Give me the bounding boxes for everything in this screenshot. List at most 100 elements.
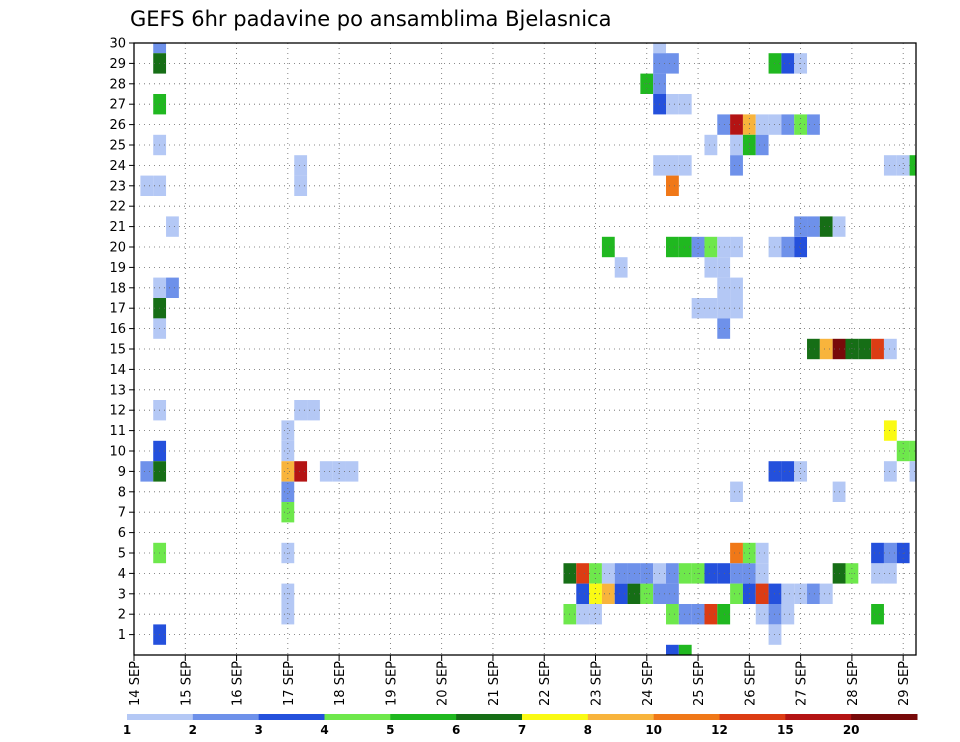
y-tick-label: 12: [109, 404, 126, 419]
precip-cell: [678, 155, 692, 176]
precip-cell: [755, 604, 769, 625]
colorbar-label: 7: [518, 723, 526, 737]
colorbar-label: 1: [123, 723, 131, 737]
precip-cell: [807, 583, 820, 604]
y-tick-label: 18: [109, 281, 126, 296]
x-tick-label: 29 SEP: [897, 661, 912, 706]
y-tick-label: 17: [109, 302, 126, 317]
precip-cell: [781, 583, 795, 604]
precip-cell: [704, 604, 718, 625]
precip-cell: [717, 277, 731, 298]
precip-cell: [871, 542, 884, 564]
precip-cell: [166, 277, 179, 298]
precip-cell: [755, 583, 769, 604]
colorbar-label: 8: [584, 723, 592, 737]
precip-cell: [883, 542, 897, 564]
y-tick-label: 4: [118, 567, 126, 582]
precip-cell: [678, 644, 692, 655]
precip-cell: [678, 94, 692, 115]
colorbar-swatch: [587, 714, 655, 720]
precip-cell: [819, 583, 833, 604]
precip-cell: [730, 481, 743, 502]
precip-cell: [678, 563, 692, 584]
precip-cell: [819, 338, 833, 360]
precip-cell: [781, 604, 795, 625]
y-tick-label: 21: [109, 220, 126, 235]
x-tick-label: 19 SEP: [384, 661, 399, 706]
x-tick-label: 16 SEP: [231, 661, 246, 706]
precip-cell: [294, 400, 308, 421]
precip-cell: [614, 257, 628, 278]
y-tick-label: 22: [109, 200, 126, 215]
precip-cell: [281, 440, 295, 462]
x-tick-label: 24 SEP: [641, 661, 656, 706]
precip-cell: [666, 604, 679, 625]
y-tick-label: 19: [109, 261, 126, 276]
y-tick-label: 30: [109, 37, 126, 52]
precip-cell: [307, 400, 320, 421]
precip-cell: [281, 604, 295, 625]
precip-cell: [666, 563, 679, 584]
y-tick-label: 16: [109, 322, 126, 337]
precip-cell: [678, 604, 692, 625]
y-tick-label: 28: [109, 77, 126, 92]
precip-cell: [691, 604, 705, 625]
precip-cell: [871, 604, 884, 625]
precip-cell: [704, 236, 718, 258]
precip-cell: [871, 338, 884, 360]
precip-cell: [883, 563, 897, 584]
precip-cell: [704, 563, 718, 584]
precip-cell: [807, 114, 820, 135]
precip-cell: [730, 563, 743, 584]
precip-cell: [627, 583, 641, 604]
precip-cell: [717, 236, 731, 258]
colorbar-swatch: [456, 714, 523, 720]
precip-cell: [281, 502, 295, 523]
precip-cell: [614, 583, 628, 604]
precip-cell: [589, 604, 602, 625]
precip-cell: [666, 155, 679, 176]
precip-cell: [576, 604, 590, 625]
precip-cell: [666, 644, 679, 655]
x-tick-label: 14 SEP: [128, 661, 143, 706]
precip-cell: [678, 236, 692, 258]
precip-cell: [730, 277, 743, 298]
y-tick-label: 2: [118, 608, 126, 623]
colorbar-swatch: [390, 714, 457, 720]
precip-cell: [576, 563, 590, 584]
precip-cell: [794, 236, 808, 258]
y-tick-label: 1: [118, 628, 126, 643]
precip-cell: [666, 94, 679, 115]
y-tick-label: 15: [109, 343, 126, 358]
x-tick-label: 23 SEP: [590, 661, 605, 706]
precip-cell: [794, 114, 808, 135]
colorbar-swatch: [324, 714, 391, 720]
precip-cell: [717, 298, 731, 319]
precip-cell: [653, 43, 667, 54]
x-tick-label: 20 SEP: [436, 661, 451, 706]
precip-cell: [730, 298, 743, 319]
precip-cell: [730, 114, 743, 135]
colorbar: 1 2 3 4 5 6 7 8 10 12 15 20: [123, 714, 918, 737]
precip-cell: [755, 114, 769, 135]
precipitation-cells: [140, 43, 916, 655]
y-tick-label: 20: [109, 241, 126, 256]
x-tick-label: 26 SEP: [743, 661, 758, 706]
precip-cell: [909, 155, 916, 176]
precip-cell: [294, 461, 308, 482]
y-tick-label: 10: [109, 445, 126, 460]
precip-cell: [883, 338, 897, 360]
precip-cell: [601, 583, 615, 604]
colorbar-label: 6: [452, 723, 460, 737]
y-tick-label: 5: [118, 547, 126, 562]
colorbar-swatch: [719, 714, 786, 720]
grid-lines: [134, 42, 916, 655]
precip-cell: [294, 155, 308, 176]
precip-cell: [666, 583, 679, 604]
precip-cell: [717, 114, 731, 135]
precip-cell: [883, 420, 897, 441]
colorbar-swatch: [192, 714, 260, 720]
colorbar-label: 3: [254, 723, 262, 737]
precip-cell: [666, 53, 679, 74]
x-tick-label: 15 SEP: [179, 661, 194, 706]
